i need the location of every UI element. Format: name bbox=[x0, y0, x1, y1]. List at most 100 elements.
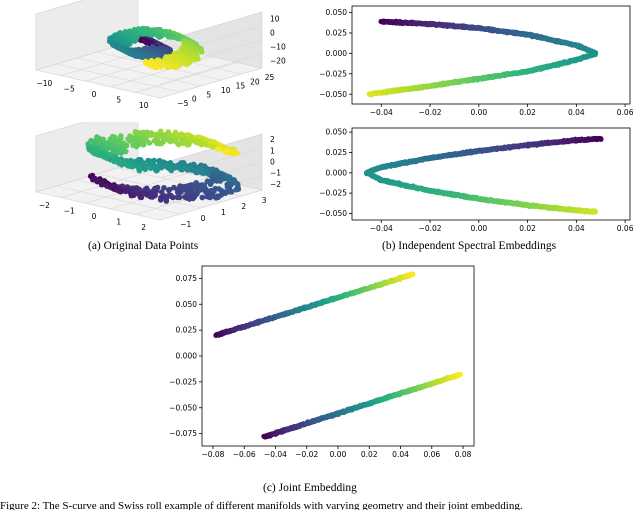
plot-b-top: −0.04 −0.02 0.00 0.02 0.04 0.06 0.050 0.025 0.00… bbox=[300, 0, 640, 118]
data-point bbox=[179, 166, 185, 173]
y-tick-label: 0.025 bbox=[326, 29, 348, 38]
z-tick-label: 0 bbox=[270, 158, 275, 167]
data-point bbox=[98, 181, 105, 188]
caption-c: (c) Joint Embedding bbox=[263, 482, 357, 494]
x-tick-label: −0.04 bbox=[264, 450, 287, 459]
y-tick-label: 0.050 bbox=[326, 8, 348, 17]
x-tick-label: 2 bbox=[141, 223, 146, 232]
x-tick-label: −0.08 bbox=[201, 450, 224, 459]
plot-a-top: −10 −5 0 5 10 −5 0 5 10 15 20 25 10 0 −10 −20 bbox=[0, 0, 300, 118]
x-tick-label: −0.02 bbox=[419, 224, 442, 233]
y-tick-label: 0.050 bbox=[176, 300, 198, 309]
data-point bbox=[167, 138, 174, 145]
pane-floor bbox=[34, 39, 264, 99]
data-point bbox=[217, 178, 224, 184]
y-tick-label: 3 bbox=[262, 196, 267, 205]
plot-b-top-svg: −0.04 −0.02 0.00 0.02 0.04 0.060.0500.0250.00… bbox=[319, 5, 634, 117]
y-tick-label: 0.000 bbox=[176, 352, 198, 361]
data-point bbox=[193, 169, 199, 176]
x-tick-label: −0.02 bbox=[419, 108, 442, 117]
data-point bbox=[118, 150, 125, 156]
plot-b-bottom: −0.04 −0.02 0.00 0.02 0.04 0.06 0.050 0.025 0.00… bbox=[300, 122, 640, 238]
z-tick-label: −1 bbox=[270, 169, 281, 178]
y-tick-label: 10 bbox=[221, 86, 231, 95]
z-tick-label: −10 bbox=[270, 43, 286, 52]
y-tick-label: 25 bbox=[265, 73, 275, 82]
data-point bbox=[207, 194, 213, 201]
data-point bbox=[119, 162, 125, 168]
data-point bbox=[214, 146, 221, 152]
a-top-panes bbox=[34, 0, 264, 99]
data-point bbox=[147, 165, 154, 171]
data-point bbox=[184, 167, 191, 173]
x-tick-label: 0 bbox=[92, 90, 97, 99]
figure-footer-text: Figure 2: The S-curve and Swiss roll exa… bbox=[0, 501, 523, 510]
data-point bbox=[183, 61, 189, 67]
data-point bbox=[122, 148, 129, 155]
data-point bbox=[210, 144, 216, 150]
x-tick-label: −5 bbox=[64, 84, 75, 93]
x-tick-label: 1 bbox=[116, 218, 121, 227]
y-tick-label: −5 bbox=[177, 99, 188, 108]
x-tick-label: −10 bbox=[36, 79, 52, 88]
data-points bbox=[106, 25, 205, 71]
caption-b: (b) Independent Spectral Embeddings bbox=[382, 240, 557, 252]
y-tick-label: 0.075 bbox=[176, 274, 198, 283]
z-tick-label: −20 bbox=[270, 57, 286, 66]
grid-line bbox=[56, 185, 181, 215]
grid-line bbox=[159, 53, 263, 85]
y-tick-label: 5 bbox=[206, 90, 211, 99]
y-tick-label: 0.025 bbox=[176, 326, 198, 335]
data-point bbox=[171, 64, 178, 71]
y-tick-label: 15 bbox=[236, 82, 246, 91]
x-tick-label: −0.04 bbox=[370, 108, 393, 117]
caption-a: (a) Original Data Points bbox=[88, 240, 199, 252]
data-point bbox=[592, 209, 598, 215]
data-point bbox=[131, 38, 138, 44]
z-tick-label: 10 bbox=[270, 15, 280, 24]
plot-frame bbox=[351, 127, 631, 221]
data-point bbox=[117, 188, 124, 195]
data-point bbox=[200, 170, 206, 177]
data-point bbox=[156, 34, 163, 40]
data-point bbox=[228, 189, 235, 195]
y-tick-label: 0 bbox=[201, 214, 206, 223]
plot-frame bbox=[201, 265, 475, 447]
data-point bbox=[168, 167, 175, 174]
data-point bbox=[146, 140, 153, 146]
x-tick-label: 0.06 bbox=[617, 224, 634, 233]
y-tick-label: 1 bbox=[221, 208, 226, 217]
data-points bbox=[366, 18, 599, 98]
data-point bbox=[140, 142, 146, 148]
data-point bbox=[126, 138, 133, 144]
data-point bbox=[186, 196, 193, 202]
x-tick-label: 0.06 bbox=[617, 108, 634, 117]
x-tick-label: 0.02 bbox=[361, 450, 378, 459]
data-points bbox=[85, 128, 242, 204]
y-tick-label: −0.025 bbox=[169, 377, 197, 386]
x-tick-label: 0.00 bbox=[470, 108, 487, 117]
data-point bbox=[164, 64, 171, 71]
z-tick-label: 1 bbox=[270, 146, 275, 155]
y-tick-label: 0.000 bbox=[326, 168, 348, 177]
grid-line bbox=[159, 147, 263, 179]
data-point bbox=[179, 45, 185, 52]
data-point bbox=[207, 181, 214, 188]
data-point bbox=[163, 198, 170, 204]
y-tick-label: 2 bbox=[241, 202, 246, 211]
x-tick-label: 0.00 bbox=[470, 224, 487, 233]
plot-b-bottom-svg: −0.04 −0.02 0.00 0.02 0.04 0.060.0500.0250.00… bbox=[319, 127, 634, 233]
data-point bbox=[170, 194, 176, 201]
x-tick-label: −0.02 bbox=[295, 450, 318, 459]
x-tick-label: 0.02 bbox=[519, 224, 536, 233]
data-point bbox=[233, 186, 239, 193]
y-tick-label: 0 bbox=[192, 95, 197, 104]
data-point bbox=[129, 163, 136, 170]
data-point bbox=[161, 184, 167, 191]
data-point bbox=[158, 140, 165, 147]
plot-c-svg: −0.08 −0.06 −0.04 −0.02 0.00 0.02 0.04 0.06 0.08… bbox=[169, 265, 475, 459]
x-tick-label: 0 bbox=[92, 212, 97, 221]
x-tick-label: −0.04 bbox=[370, 224, 393, 233]
